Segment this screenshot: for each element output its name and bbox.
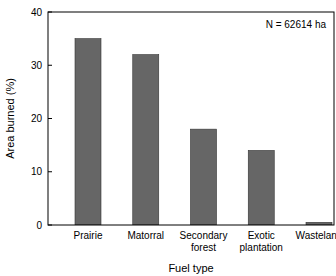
x-tick-label-line: Exotic [248, 230, 275, 241]
y-tick-label: 30 [31, 60, 43, 71]
x-tick-label-line: forest [191, 242, 216, 253]
y-tick-label: 10 [31, 166, 43, 177]
x-tick-label-line: Secondary [180, 230, 228, 241]
bars [75, 39, 332, 225]
chart-container: 0 10 20 30 40 Prairie Matorral Secondaryforest E… [0, 0, 336, 276]
y-axis-label: Area burned (%) [4, 78, 16, 159]
x-tick-label: Prairie [74, 230, 103, 241]
y-tick-label: 20 [31, 113, 43, 124]
y-tick [48, 12, 52, 13]
bar [248, 150, 274, 225]
chart-svg: 0 10 20 30 40 Prairie Matorral Secondaryforest E… [0, 0, 336, 276]
y-tick [48, 118, 52, 119]
x-tick-label: Exoticplantation [240, 230, 283, 253]
annotation: N = 62614 ha [266, 19, 327, 30]
y-tick [48, 65, 52, 66]
y-tick-label: 0 [36, 220, 42, 231]
bar [75, 39, 101, 225]
y-tick [48, 171, 52, 172]
x-tick-label-line: plantation [240, 242, 283, 253]
y-tick-label: 40 [31, 7, 43, 18]
x-tick-label: Wasteland [296, 230, 336, 241]
x-tick-label: Secondaryforest [180, 230, 228, 253]
x-axis-label: Fuel type [168, 262, 213, 274]
y-tick [48, 225, 52, 226]
bar [191, 129, 217, 225]
plot-frame [48, 12, 334, 225]
bar [133, 55, 159, 225]
x-tick-label: Matorral [127, 230, 164, 241]
